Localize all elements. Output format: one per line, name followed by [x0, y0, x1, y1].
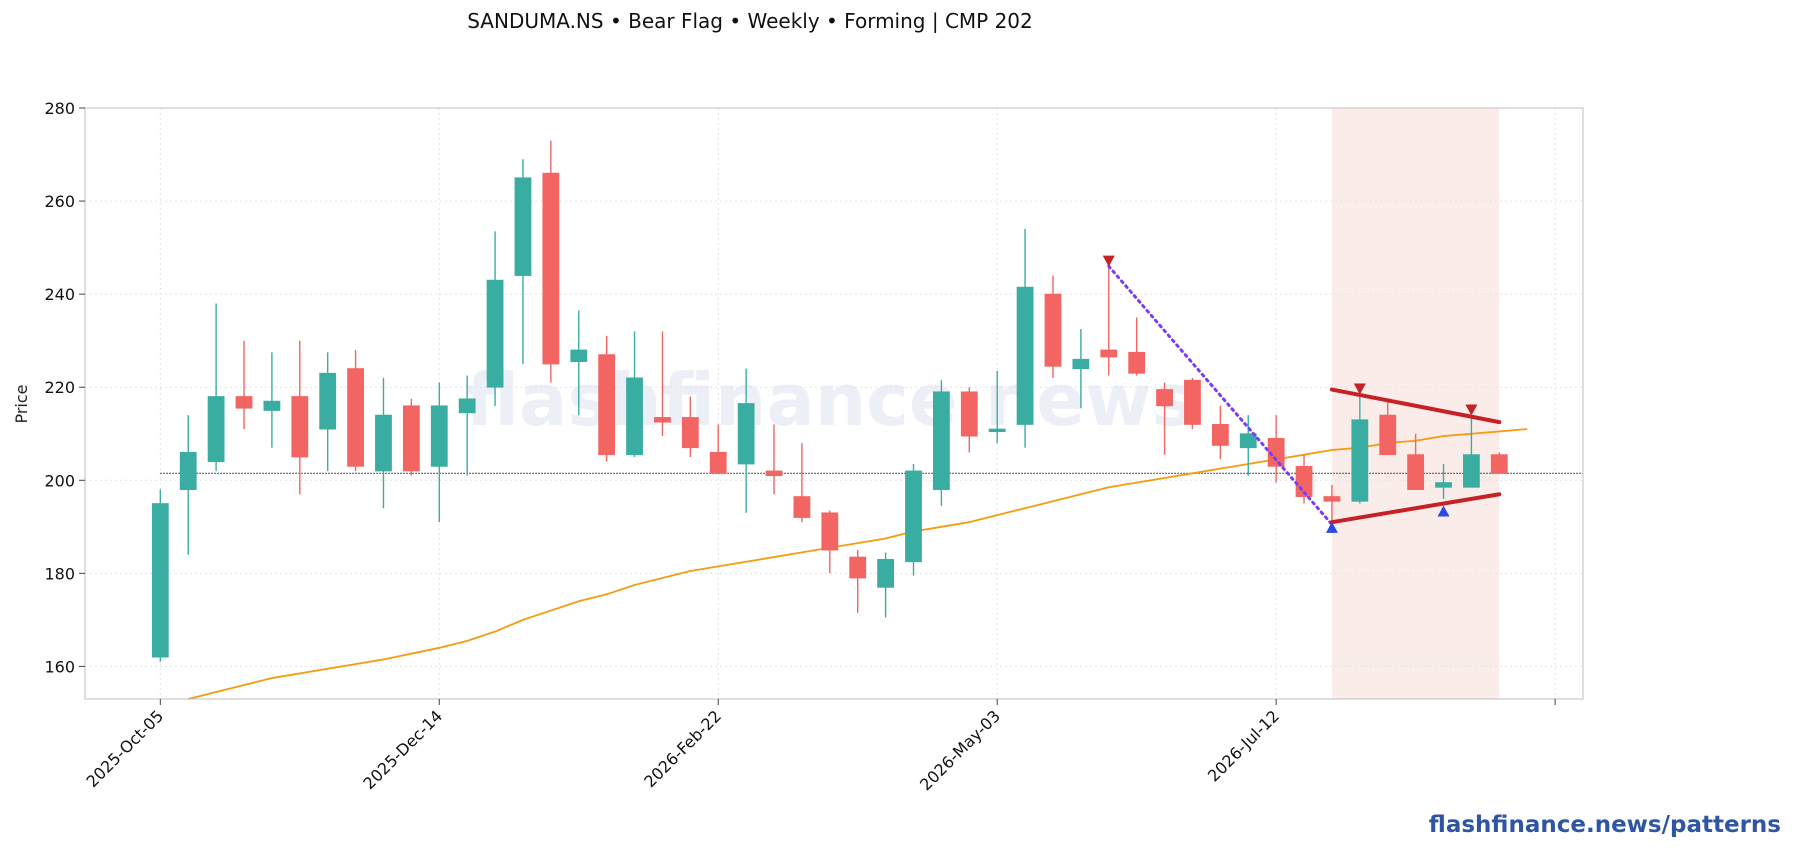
candle-body-down — [793, 496, 811, 518]
candle-body-down — [681, 417, 699, 449]
candle-body-up — [319, 372, 337, 430]
candle-body-up — [1016, 286, 1034, 425]
candle-body-up — [988, 428, 1006, 432]
y-tick-label: 180 — [44, 564, 75, 583]
candle-body-down — [1407, 454, 1425, 490]
trough-marker — [1325, 521, 1338, 533]
candle-body-up — [905, 470, 922, 563]
x-tick-label: 2026-Feb-22 — [640, 706, 725, 791]
y-tick-label: 220 — [44, 378, 75, 397]
candle-body-down — [1128, 351, 1146, 374]
candle-body-down — [291, 396, 309, 458]
candle-body-down — [1156, 389, 1173, 407]
candle-body-down — [1211, 424, 1229, 446]
candle-body-down — [1379, 414, 1397, 456]
x-tick-label: 2025-Oct-05 — [82, 706, 167, 791]
candle-body-up — [737, 403, 755, 465]
candle-body-down — [821, 512, 839, 551]
x-tick-label: 2026-May-03 — [916, 706, 1004, 794]
candle-body-down — [960, 391, 978, 437]
candle-body-up — [263, 400, 281, 411]
candle-body-up — [570, 349, 588, 363]
candle-body-up — [1351, 419, 1369, 502]
watermark: flashfinance.news — [466, 358, 1195, 442]
candle-body-down — [235, 396, 253, 409]
flagpole-line — [1107, 264, 1334, 526]
candle-body-up — [1463, 454, 1480, 488]
candle-body-down — [1323, 496, 1341, 502]
y-tick-label: 280 — [44, 99, 75, 118]
candle-body-up — [458, 398, 476, 414]
candle-body-up — [375, 414, 392, 472]
candle-body-down — [709, 451, 727, 474]
y-tick-label: 260 — [44, 192, 75, 211]
y-tick-label: 200 — [44, 471, 75, 490]
y-tick-label: 160 — [44, 657, 75, 676]
flag-upper-trendline — [1329, 387, 1502, 425]
peak-marker — [1465, 404, 1478, 416]
candle-body-up — [626, 377, 643, 456]
candle-body-down — [1267, 438, 1285, 467]
candle-body-up — [1435, 482, 1452, 488]
chart-title: SANDUMA.NS • Bear Flag • Weekly • Formin… — [467, 9, 1033, 33]
flag-zone-highlight — [1331, 108, 1500, 699]
candle-body-up — [207, 396, 225, 463]
candle-body-down — [654, 417, 671, 423]
candle-body-up — [877, 558, 895, 588]
candle-body-down — [765, 470, 783, 477]
candle-body-up — [932, 391, 950, 490]
candle-body-up — [486, 279, 504, 388]
plot-border — [84, 107, 1584, 700]
x-tick-label: 2025-Dec-14 — [359, 706, 446, 793]
candle-body-up — [514, 177, 532, 276]
footer-link[interactable]: flashfinance.news/patterns — [1428, 812, 1781, 838]
candle-body-down — [1100, 349, 1118, 358]
candle-body-down — [1184, 379, 1201, 425]
x-tick-label: 2026-Jul-12 — [1204, 706, 1283, 785]
peak-marker — [1102, 255, 1115, 267]
y-axis-label: Price — [12, 384, 31, 423]
candle-body-down — [849, 556, 867, 579]
candle-body-up — [430, 405, 448, 467]
y-tick-label: 240 — [44, 285, 75, 304]
candle-body-down — [542, 172, 560, 365]
peak-marker — [1353, 383, 1366, 395]
candle-body-down — [402, 405, 420, 472]
candle-body-up — [179, 451, 197, 490]
candle-body-down — [1044, 293, 1062, 367]
candle-body-down — [347, 368, 364, 467]
trough-marker — [1437, 505, 1450, 517]
candle-body-down — [1490, 454, 1508, 474]
candle-body-up — [1072, 358, 1090, 369]
flag-lower-trendline — [1329, 492, 1502, 525]
candle-body-down — [598, 354, 616, 456]
candle-body-up — [151, 503, 169, 658]
candle-body-up — [1239, 433, 1257, 449]
